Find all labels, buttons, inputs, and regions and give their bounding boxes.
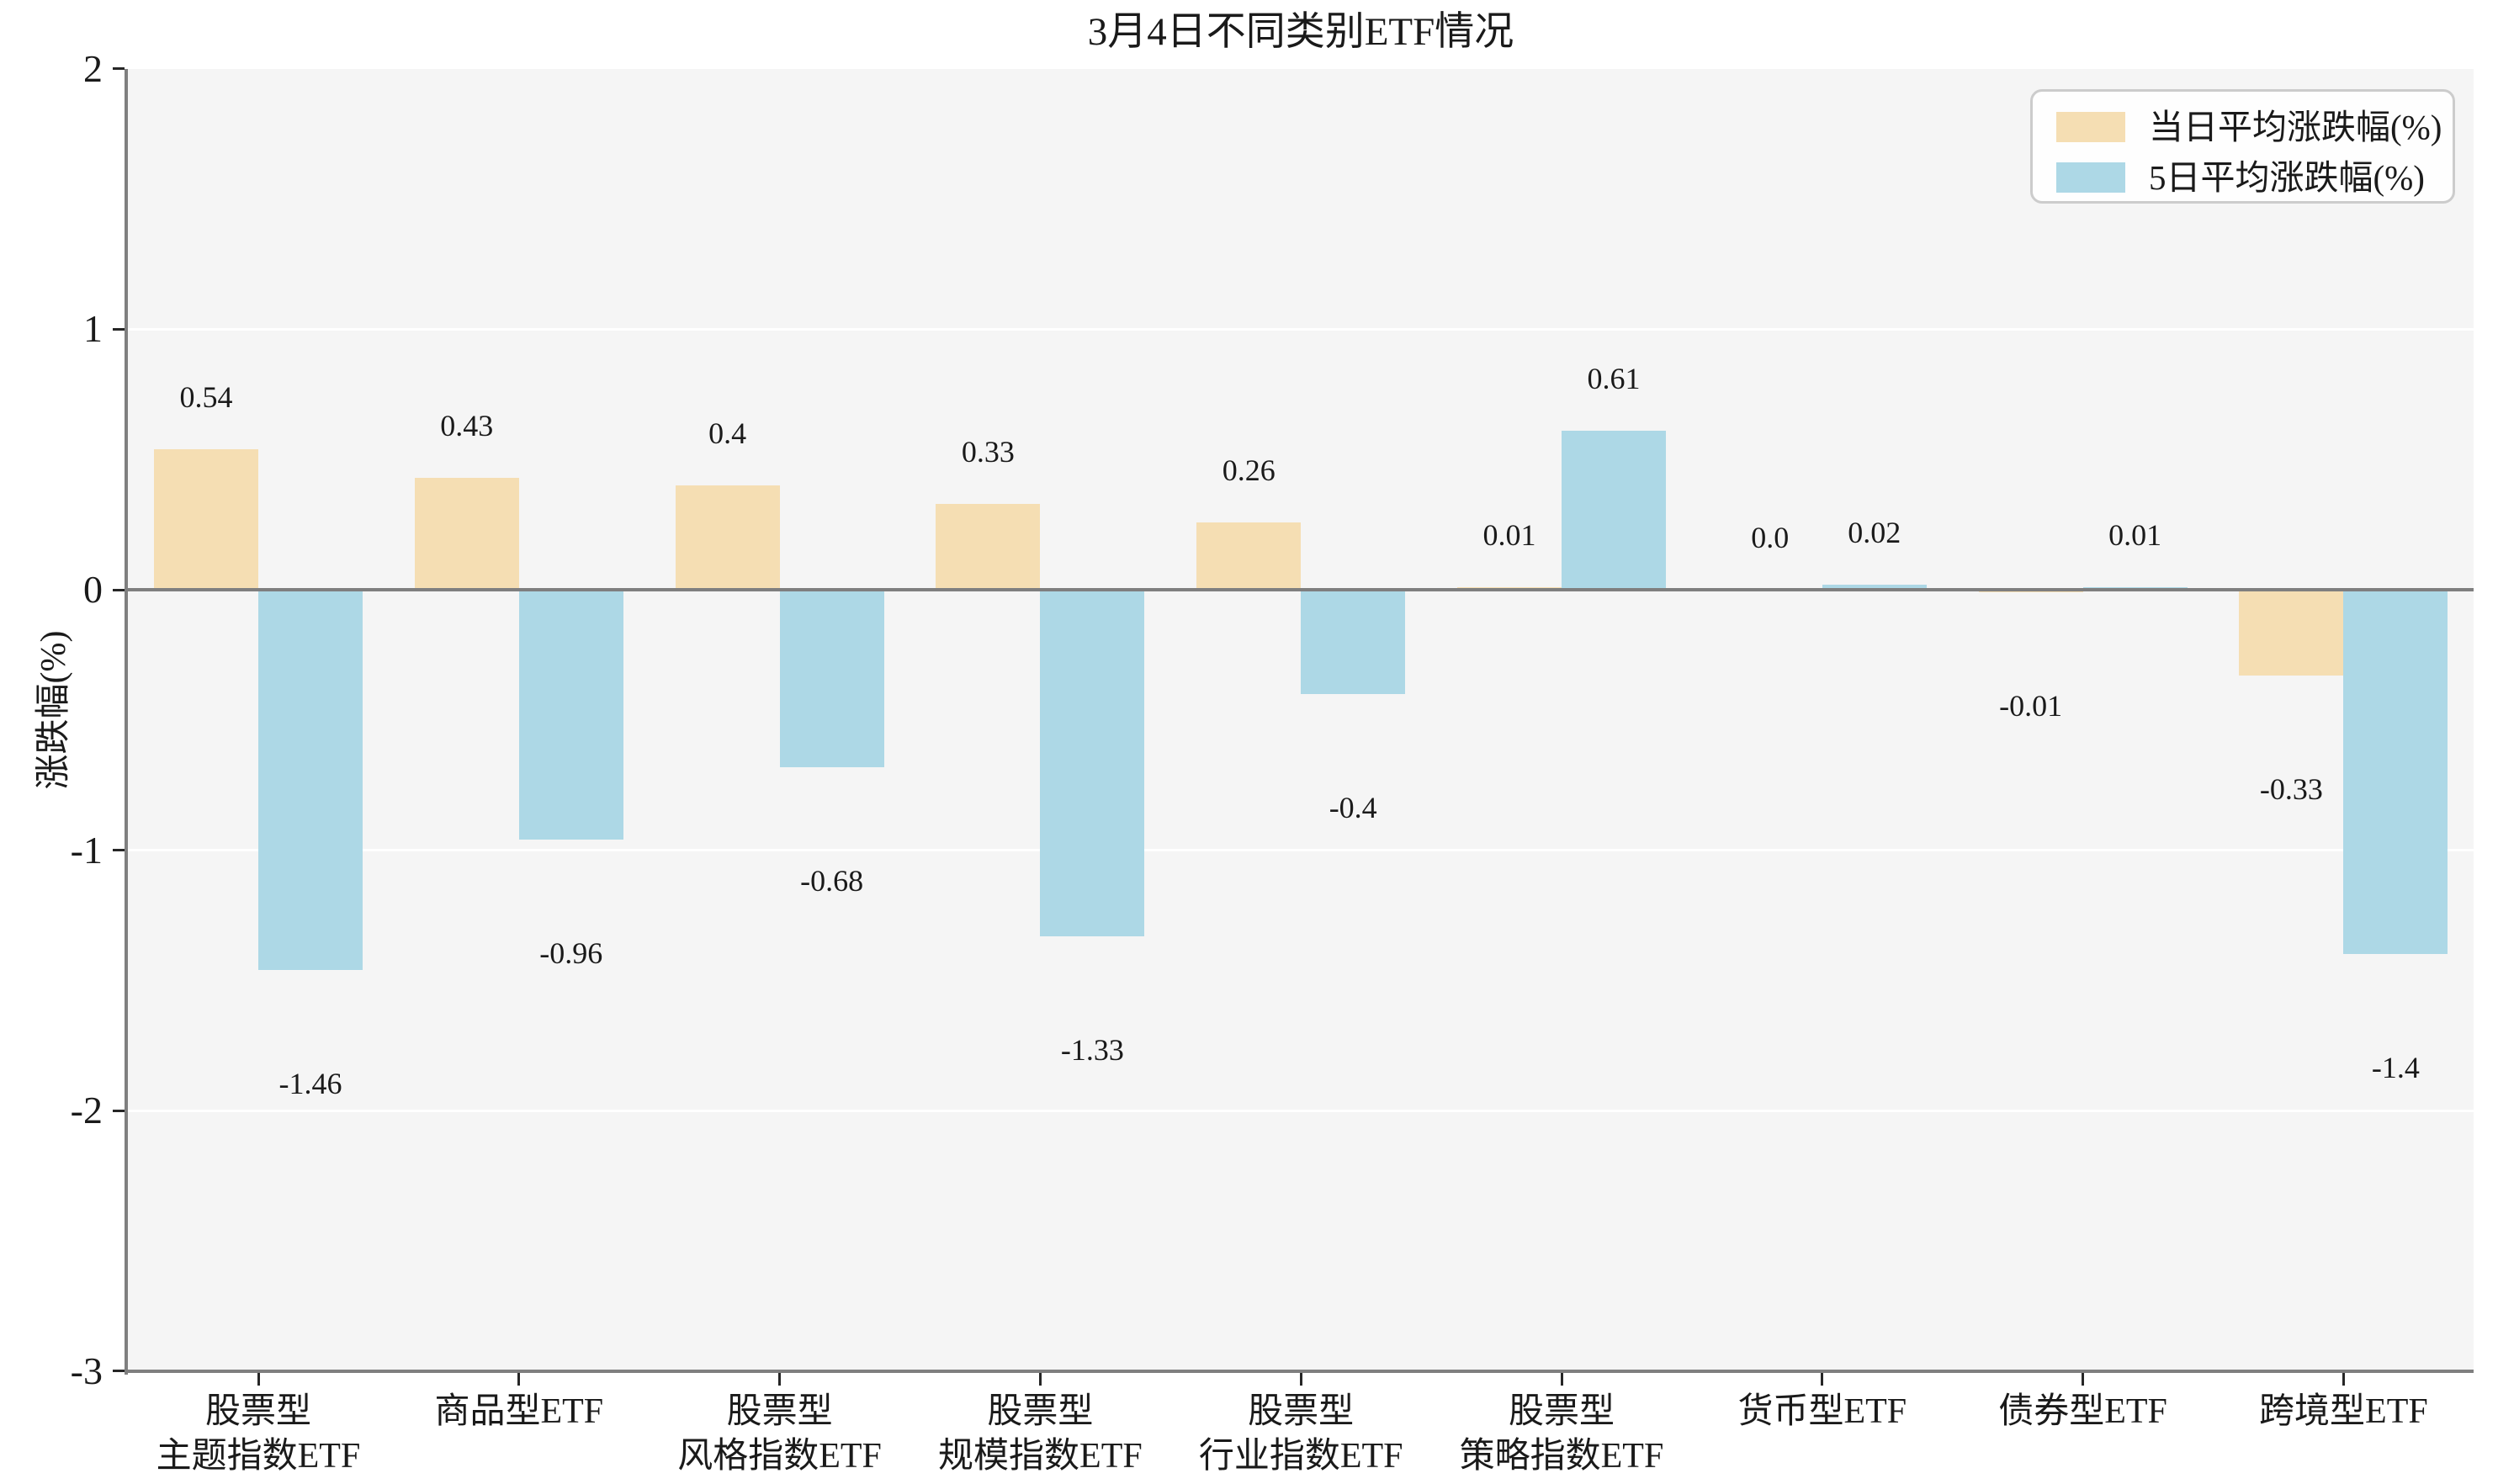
bar-label-day-3: 0.33: [961, 434, 1015, 469]
x-ticklabel-1: 商品型ETF: [434, 1392, 604, 1431]
x-tickmark-2: [778, 1373, 782, 1386]
y-tickmark--1: [113, 849, 125, 852]
y-tickmark-2: [113, 67, 125, 71]
y-tickmark-1: [113, 327, 125, 331]
y-axis-label: 涨跌幅(%): [34, 630, 73, 790]
zero-line: [128, 588, 2474, 591]
y-ticklabel-2: 2: [83, 46, 103, 90]
bar-5day-8: [2343, 590, 2448, 955]
bar-day-0: [154, 448, 258, 590]
y-tickmark--3: [113, 1370, 125, 1373]
bar-label-5day-7: 0.01: [2108, 517, 2162, 552]
legend-swatch-5day: [2056, 162, 2125, 193]
bar-label-day-6: 0.0: [1751, 521, 1790, 554]
x-tickmark-7: [2082, 1373, 2085, 1386]
x-tickmark-1: [517, 1373, 521, 1386]
bar-label-day-5: 0.01: [1482, 517, 1536, 552]
bar-day-2: [675, 485, 780, 590]
bar-label-5day-6: 0.02: [1848, 515, 1901, 549]
bar-5day-6: [1822, 584, 1927, 590]
bar-label-day-4: 0.26: [1222, 453, 1276, 487]
bar-5day-0: [258, 590, 363, 971]
bar-label-5day-8: -1.4: [2371, 1051, 2420, 1085]
y-ticklabel--3: -3: [70, 1349, 103, 1392]
bar-5day-2: [779, 590, 884, 767]
x-ticklabel-8: 跨境型ETF: [2259, 1392, 2428, 1431]
legend-label-5day: 5日平均涨跌幅(%): [2149, 158, 2425, 197]
bar-5day-1: [518, 590, 623, 840]
y-tickmark-0: [113, 588, 125, 591]
bar-day-1: [414, 477, 519, 590]
bar-label-day-7: -0.01: [1999, 689, 2063, 723]
bar-label-5day-4: -0.4: [1329, 790, 1377, 824]
bar-day-3: [936, 503, 1041, 590]
x-tickmark-6: [1821, 1373, 1824, 1386]
legend-label-day: 当日平均涨跌幅(%): [2149, 108, 2442, 146]
legend-item-0: 当日平均涨跌幅(%): [2056, 105, 2453, 149]
y-ticklabel-0: 0: [83, 568, 103, 611]
gridline--2: [128, 1109, 2474, 1112]
gridline--1: [128, 849, 2474, 852]
y-tickmark--2: [113, 1109, 125, 1112]
x-ticklabel-2: 股票型 风格指数ETF: [677, 1392, 882, 1476]
bar-day-8: [2239, 590, 2344, 676]
plot-area: [128, 69, 2474, 1371]
x-ticklabel-6: 货币型ETF: [1737, 1392, 1907, 1431]
x-ticklabel-7: 债券型ETF: [1998, 1392, 2167, 1431]
bar-label-5day-3: -1.33: [1060, 1032, 1124, 1067]
x-ticklabel-4: 股票型 行业指数ETF: [1198, 1392, 1403, 1476]
gridline-1: [128, 327, 2474, 331]
x-ticklabel-0: 股票型 主题指数ETF: [156, 1392, 361, 1476]
bar-label-day-8: -0.33: [2259, 772, 2323, 807]
bottom-spine: [125, 1370, 2474, 1373]
left-spine: [125, 69, 128, 1375]
x-ticklabel-3: 股票型 规模指数ETF: [938, 1392, 1143, 1476]
bar-label-5day-1: -0.96: [539, 936, 603, 971]
x-tickmark-0: [257, 1373, 260, 1386]
x-tickmark-8: [2342, 1373, 2345, 1386]
x-tickmark-3: [1038, 1373, 1042, 1386]
bar-5day-5: [1562, 431, 1666, 590]
x-tickmark-5: [1560, 1373, 1563, 1386]
bar-label-5day-5: 0.61: [1587, 362, 1641, 396]
bar-day-4: [1196, 522, 1302, 590]
chart-title: 3月4日不同类别ETF情况: [1087, 10, 1514, 54]
y-ticklabel--1: -1: [70, 828, 103, 872]
legend-swatch-day: [2056, 112, 2125, 142]
bar-label-day-0: 0.54: [179, 379, 233, 414]
bar-5day-3: [1040, 590, 1145, 936]
x-tickmark-4: [1299, 1373, 1302, 1386]
x-ticklabel-5: 股票型 策略指数ETF: [1459, 1392, 1664, 1476]
bar-label-day-1: 0.43: [440, 408, 494, 443]
bar-label-5day-0: -1.46: [278, 1067, 342, 1101]
bar-label-5day-2: -0.68: [800, 863, 864, 898]
bar-label-day-2: 0.4: [708, 416, 747, 451]
y-ticklabel--2: -2: [70, 1089, 103, 1132]
bar-5day-4: [1301, 590, 1406, 694]
legend-item-1: 5日平均涨跌幅(%): [2056, 156, 2453, 199]
legend: 当日平均涨跌幅(%) 5日平均涨跌幅(%): [2030, 89, 2455, 204]
y-ticklabel-1: 1: [83, 307, 103, 351]
